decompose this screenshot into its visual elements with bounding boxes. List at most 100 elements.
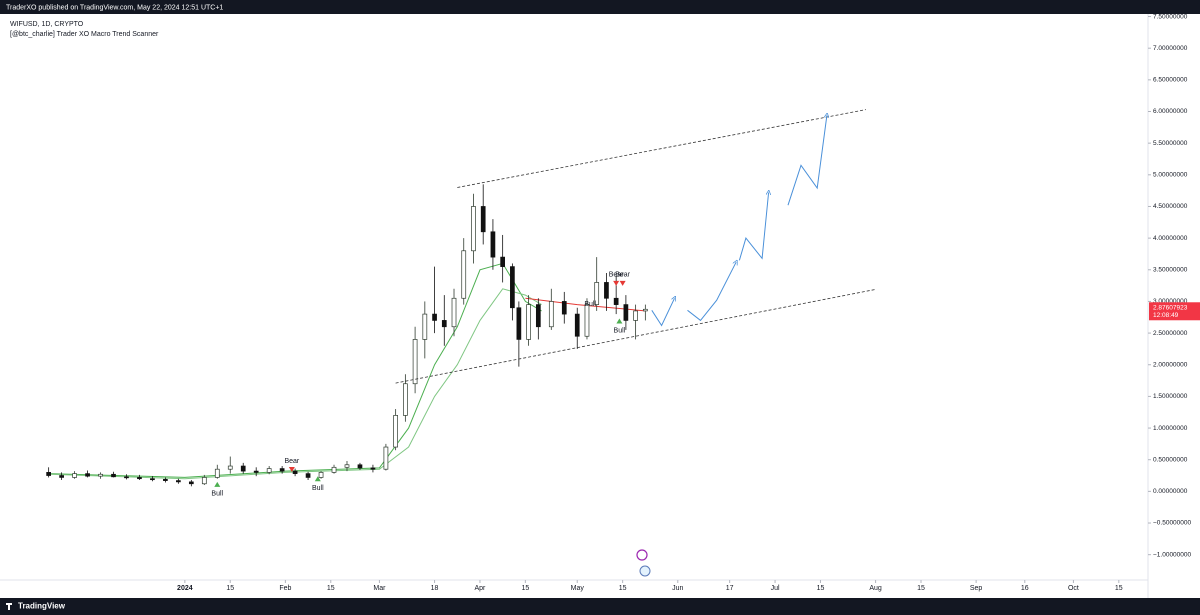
projection-path — [787, 115, 827, 206]
candle-body — [594, 282, 600, 305]
x-tick-label: 15 — [226, 585, 234, 592]
signal-label: Bear — [284, 458, 299, 465]
candle-body — [441, 320, 447, 328]
x-tick-label: Apr — [475, 585, 487, 592]
signal-label: Bull — [211, 491, 223, 498]
signal-label: Bull — [312, 485, 324, 492]
candle-body — [318, 472, 324, 478]
y-tick-label: 4.50000000 — [1153, 203, 1188, 210]
signal-label: Bear — [609, 272, 624, 279]
x-tick-label: May — [571, 585, 585, 592]
candle-body — [279, 468, 285, 472]
candle-body — [111, 473, 116, 478]
signal-marker — [314, 476, 321, 482]
candle-body — [59, 475, 64, 478]
projection-path — [651, 298, 675, 327]
x-tick-label: 15 — [917, 585, 925, 592]
candle-body — [72, 473, 77, 478]
signal-label: Bull — [614, 327, 626, 334]
candle-body — [613, 297, 619, 305]
event-icon[interactable] — [639, 565, 651, 577]
candle-body — [305, 473, 311, 478]
candle-body — [471, 206, 476, 252]
x-tick-label: Oct — [1068, 585, 1079, 592]
x-tick-label: Jun — [672, 585, 683, 592]
candle-body — [292, 470, 298, 474]
y-tick-label: −1.00000000 — [1153, 551, 1192, 558]
y-tick-label: 0.00000000 — [1153, 488, 1188, 495]
footer-bar — [0, 598, 1200, 615]
indicator-name: [@btc_charlie] Trader XO Macro Trend Sca… — [10, 31, 159, 38]
signal-label: Bull — [584, 301, 596, 308]
header-bar — [0, 0, 1200, 14]
projection-path — [738, 193, 768, 261]
y-tick-label: 3.00000000 — [1153, 298, 1188, 305]
brand-logo — [6, 603, 12, 610]
candle-body — [201, 477, 207, 485]
y-tick-label: −0.50000000 — [1153, 520, 1192, 527]
x-tick-label: 16 — [1021, 585, 1029, 592]
candle-body — [357, 464, 363, 469]
x-tick-label: Sep — [970, 585, 983, 592]
y-tick-label: 6.50000000 — [1153, 77, 1188, 84]
signal-label: Bear — [615, 272, 630, 279]
candle-body — [510, 266, 515, 309]
y-tick-label: 2.50000000 — [1153, 330, 1188, 337]
signal-marker — [619, 280, 626, 286]
trend-channel — [457, 109, 866, 188]
candle-body — [403, 383, 408, 416]
y-tick-label: 1.00000000 — [1153, 425, 1188, 432]
x-tick-label: 15 — [817, 585, 825, 592]
candle-body — [526, 304, 531, 340]
x-tick-label: Aug — [869, 585, 882, 592]
x-tick-label: 15 — [1115, 585, 1123, 592]
candle-body — [163, 478, 168, 481]
candle-body — [214, 468, 220, 478]
countdown-label: 12:08:49 — [1153, 312, 1179, 319]
signal-marker — [616, 318, 623, 324]
publish-info: TraderXO published on TradingView.com, M… — [6, 4, 223, 11]
candle-body — [623, 304, 629, 321]
candle-body — [516, 307, 522, 340]
x-tick-label: 2024 — [177, 585, 193, 592]
signal-marker — [214, 481, 221, 487]
candle-body — [150, 478, 155, 481]
trend-channel — [395, 289, 876, 384]
signal-marker — [613, 280, 620, 286]
x-tick-label: 15 — [327, 585, 335, 592]
x-tick-label: 18 — [431, 585, 439, 592]
event-icon[interactable] — [636, 549, 648, 561]
candle-body — [535, 304, 541, 328]
y-tick-label: 3.50000000 — [1153, 266, 1188, 273]
candle-body — [188, 481, 194, 485]
y-tick-label: 0.50000000 — [1153, 456, 1188, 463]
y-tick-label: 7.50000000 — [1153, 13, 1188, 20]
candle-body — [393, 415, 398, 448]
y-tick-label: 2.00000000 — [1153, 361, 1188, 368]
candle-body — [422, 313, 428, 340]
candle-body — [461, 250, 467, 299]
x-tick-label: 15 — [521, 585, 529, 592]
candle-body — [584, 304, 590, 337]
candle-body — [548, 301, 554, 328]
x-tick-label: 17 — [726, 585, 734, 592]
candle-body — [412, 339, 418, 385]
candle-body — [574, 313, 580, 337]
candle-body — [176, 480, 181, 483]
candle-body — [98, 473, 103, 477]
x-tick-label: Feb — [279, 585, 291, 592]
x-tick-label: Jul — [771, 585, 780, 592]
y-tick-label: 5.50000000 — [1153, 140, 1188, 147]
candle-body — [633, 310, 638, 321]
candle-body — [240, 465, 246, 472]
candle-body — [490, 231, 496, 258]
candle-body — [266, 468, 272, 473]
projection-path — [687, 262, 737, 322]
x-tick-label: Mar — [373, 585, 386, 592]
candle-body — [46, 472, 51, 476]
y-tick-label: 6.00000000 — [1153, 108, 1188, 115]
y-tick-label: 4.00000000 — [1153, 235, 1188, 242]
y-tick-label: 7.00000000 — [1153, 45, 1188, 52]
candle-body — [370, 467, 376, 470]
candle-body — [85, 473, 90, 477]
